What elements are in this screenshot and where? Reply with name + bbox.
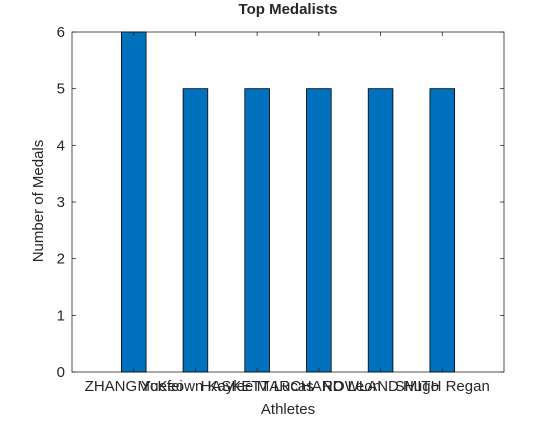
x-tick-label: MARCHAND Leon (257, 378, 381, 395)
x-tick-label: SMITH Regan (395, 378, 490, 395)
x-tick-label: McKeown Kaylee (137, 378, 253, 395)
y-tick-label: 0 (57, 364, 65, 381)
y-tick-label: 2 (57, 251, 65, 268)
bar-6 (429, 88, 456, 373)
x-tick-label: HASKETT Lucas (201, 378, 314, 395)
y-axis-label: Number of Medals (30, 140, 47, 263)
y-tick-label: 3 (57, 194, 65, 211)
x-tick-label: ZHANG Yuefei (85, 378, 183, 395)
x-axis-label: Athletes (261, 401, 315, 418)
bar-3 (244, 88, 270, 373)
y-tick-label: 5 (57, 81, 65, 98)
y-tick-label: 4 (57, 137, 65, 154)
bar-5 (367, 88, 394, 373)
x-tick-label: ROWLAND Hugo (322, 378, 439, 395)
bar-1 (120, 31, 147, 373)
bar-4 (306, 88, 332, 373)
chart-title: Top Medalists (239, 1, 338, 18)
y-tick-label: 1 (57, 307, 65, 324)
y-tick-label: 6 (57, 24, 65, 41)
bar-2 (182, 88, 209, 373)
